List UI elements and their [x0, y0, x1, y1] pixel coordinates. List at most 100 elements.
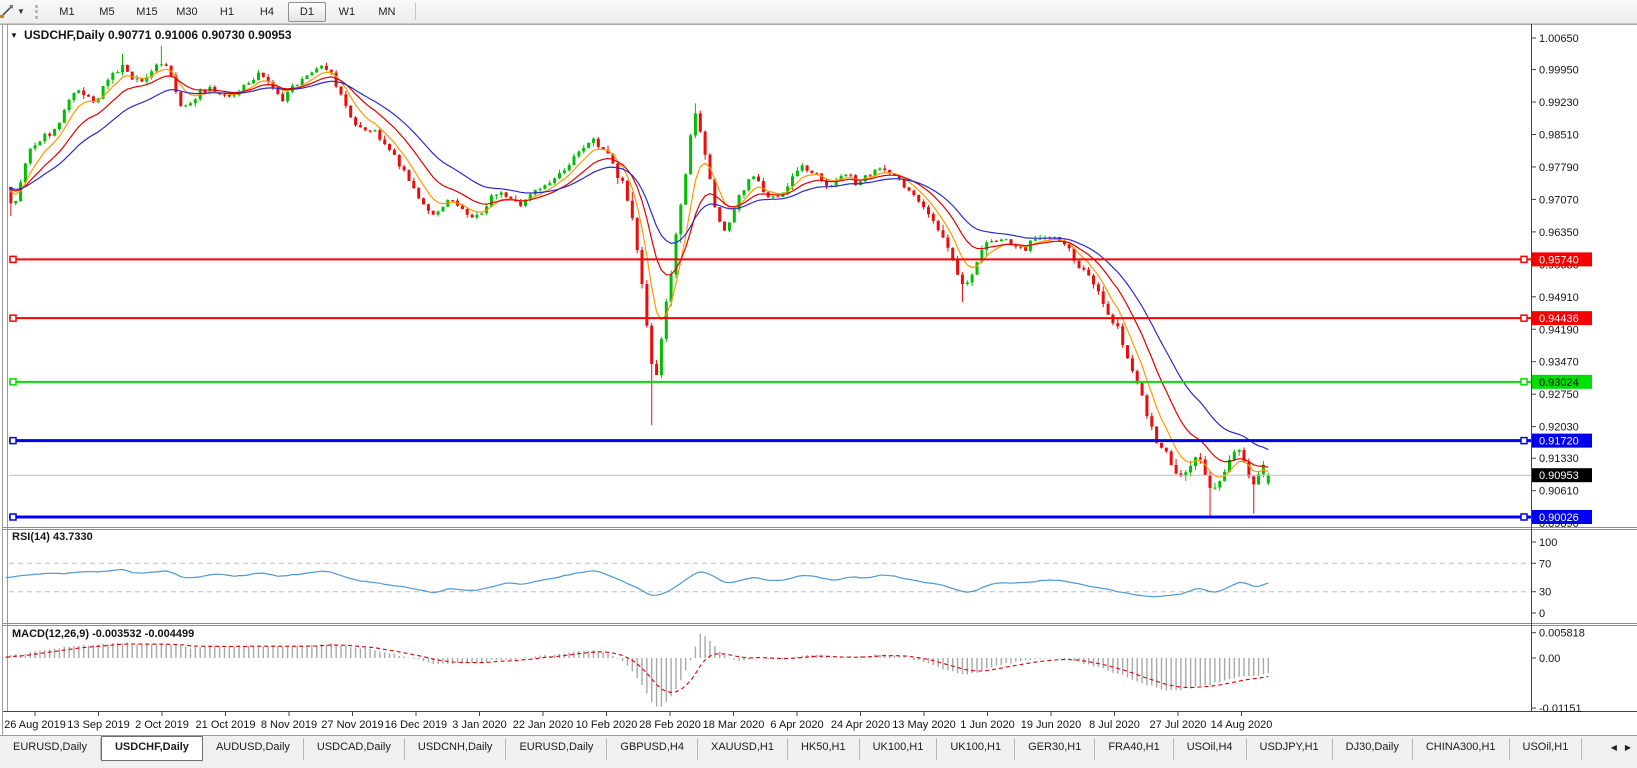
chart-tab-3-usdcad-daily[interactable]: USDCAD,Daily [304, 738, 405, 760]
chart-tab-15-dj30-daily[interactable]: DJ30,Daily [1333, 738, 1413, 760]
svg-text:13 Sep 2019: 13 Sep 2019 [67, 719, 129, 731]
chart-tab-10-uk100-h1[interactable]: UK100,H1 [937, 738, 1016, 760]
price-axis-labels: 0.95740 0.94436 0.93024 0.91720 0.90026 0.909… [1532, 252, 1592, 524]
macd-signal-line [5, 643, 1269, 693]
svg-text:2 Oct 2019: 2 Oct 2019 [135, 719, 189, 731]
svg-text:70: 70 [1539, 558, 1551, 570]
chart-tab-8-hk50-h1[interactable]: HK50,H1 [788, 738, 860, 760]
svg-text:0.91720: 0.91720 [1539, 436, 1579, 448]
moving-averages-layer [9, 68, 1269, 479]
chart-tab-4-usdcnh-daily[interactable]: USDCNH,Daily [405, 738, 507, 760]
svg-text:10 Feb 2020: 10 Feb 2020 [576, 719, 638, 731]
svg-text:0: 0 [1539, 608, 1545, 620]
svg-text:0.91330: 0.91330 [1539, 453, 1579, 465]
chart-tab-2-audusd-daily[interactable]: AUDUSD,Daily [203, 738, 304, 760]
hline-handle [9, 314, 17, 322]
svg-text:3 Jan 2020: 3 Jan 2020 [452, 719, 506, 731]
chart-tab-14-usdjpy-h1[interactable]: USDJPY,H1 [1247, 738, 1333, 760]
svg-text:0.97790: 0.97790 [1539, 162, 1579, 174]
ma-line-slow [9, 80, 1269, 451]
toolbar-grip[interactable] [34, 4, 38, 19]
price-axis[interactable]: 1.00650 0.99950 0.99230 0.98510 0.97790 0.970… [1531, 33, 1579, 530]
svg-text:16 Dec 2019: 16 Dec 2019 [385, 719, 447, 731]
timeframe-button-m5[interactable]: M5 [99, 5, 115, 18]
current-price-badge [1532, 468, 1592, 483]
timeframe-button-m30[interactable]: M30 [176, 5, 198, 18]
time-axis[interactable]: 26 Aug 2019 13 Sep 2019 2 Oct 2019 21 Oct 2… [4, 711, 1273, 732]
chart-tab-5-eurusd-daily[interactable]: EURUSD,Daily [506, 738, 608, 760]
svg-text:21 Oct 2019: 21 Oct 2019 [196, 719, 256, 731]
svg-text:13 May 2020: 13 May 2020 [892, 719, 956, 731]
chart-tab-1-usdchf-daily[interactable]: USDCHF,Daily [100, 736, 203, 761]
svg-text:30: 30 [1539, 587, 1551, 599]
crosshair-tool-icon [0, 5, 13, 18]
svg-text:RSI(14) 43.7330: RSI(14) 43.7330 [12, 531, 93, 543]
chart-tab-6-gbpusd-h4[interactable]: GBPUSD,H4 [607, 738, 698, 760]
svg-text:0.93024: 0.93024 [1539, 377, 1579, 389]
svg-text:0.96350: 0.96350 [1539, 227, 1579, 239]
rsi-panel: 100 70 30 0 RSI(14) 43.7330 [5, 531, 1557, 620]
svg-text:0.97070: 0.97070 [1539, 194, 1579, 206]
dropdown-caret-icon: ▼ [17, 7, 25, 16]
timeframe-button-m15[interactable]: M15 [136, 5, 158, 18]
timeframe-button-m1[interactable]: M1 [59, 5, 75, 18]
svg-text:22 Jan 2020: 22 Jan 2020 [513, 719, 574, 731]
chart-tabs: EURUSD,Daily USDCHF,Daily AUDUSD,Daily USDC… [0, 735, 1637, 768]
svg-text:0.94910: 0.94910 [1539, 292, 1579, 304]
timeframe-button-w1[interactable]: W1 [338, 5, 356, 18]
chart-tab-9-uk100-h1[interactable]: UK100,H1 [860, 738, 938, 760]
svg-text:18 Mar 2020: 18 Mar 2020 [703, 719, 765, 731]
svg-text:27 Jul 2020: 27 Jul 2020 [1150, 719, 1207, 731]
svg-text:0.99230: 0.99230 [1539, 97, 1579, 109]
timeframe-button-mn[interactable]: MN [378, 5, 396, 18]
chart-tab-7-xauusd-h1[interactable]: XAUUSD,H1 [698, 738, 788, 760]
svg-text:MACD(12,26,9) -0.003532 -0.004: MACD(12,26,9) -0.003532 -0.004499 [12, 628, 194, 640]
drawing-tool-button[interactable]: ▼ [0, 2, 28, 22]
svg-text:0.00: 0.00 [1539, 653, 1560, 665]
hline-handle [9, 378, 17, 386]
chart-tab-17-usoil-h1[interactable]: USOil,H1 [1510, 738, 1583, 760]
hline-handle [1520, 255, 1528, 264]
svg-text:100: 100 [1539, 537, 1557, 549]
macd-panel: 0.005818 0.00 -0.01151 MACD(12,26,9) -0.003… [5, 628, 1585, 715]
timeframe-button-d1[interactable]: D1 [287, 1, 326, 22]
svg-text:1.00650: 1.00650 [1539, 33, 1579, 45]
hline-handle [9, 255, 17, 264]
svg-text:0.94436: 0.94436 [1539, 313, 1579, 325]
chart-canvas[interactable]: ▼ USDCHF,Daily 0.90771 0.91006 0.90730 0.… [0, 24, 1637, 735]
svg-text:8 Jul 2020: 8 Jul 2020 [1089, 719, 1140, 731]
candles-layer [9, 45, 1270, 517]
timeframe-button-h1[interactable]: H1 [219, 5, 234, 18]
chart-title: ▼ USDCHF,Daily 0.90771 0.91006 0.90730 0.… [10, 28, 292, 42]
svg-text:28 Feb 2020: 28 Feb 2020 [639, 719, 701, 731]
hline-handle [9, 513, 17, 521]
timeframe-button-h4[interactable]: H4 [259, 5, 274, 18]
tab-scroll-left-icon[interactable]: ◀ [1610, 742, 1617, 752]
timeframe-buttons: M1 M5 M15 M30 H1 H4 D1 W1 MN [47, 0, 407, 23]
price-lines-layer[interactable] [9, 255, 1531, 521]
svg-text:USDCHF,Daily 0.90771 0.91006: USDCHF,Daily 0.90771 0.91006 0.90730 0.9… [24, 28, 292, 42]
chart-tab-11-ger30-h1[interactable]: GER30,H1 [1015, 738, 1096, 760]
svg-text:0.90026: 0.90026 [1539, 512, 1579, 524]
svg-text:-0.01151: -0.01151 [1539, 703, 1582, 715]
svg-text:0.92750: 0.92750 [1539, 389, 1579, 401]
chart-tab-13-usoil-h4[interactable]: USOil,H4 [1174, 738, 1247, 760]
svg-text:0.92030: 0.92030 [1539, 422, 1579, 434]
svg-text:26 Aug 2019: 26 Aug 2019 [4, 719, 66, 731]
svg-text:0.99950: 0.99950 [1539, 65, 1579, 77]
svg-text:8 Nov 2019: 8 Nov 2019 [261, 719, 317, 731]
svg-text:14 Aug 2020: 14 Aug 2020 [1211, 719, 1273, 731]
chart-tab-16-china300-h1[interactable]: CHINA300,H1 [1413, 738, 1510, 760]
chart-tab-0-eurusd-daily[interactable]: EURUSD,Daily [0, 738, 101, 760]
svg-text:6 Apr 2020: 6 Apr 2020 [770, 719, 823, 731]
svg-text:27 Nov 2019: 27 Nov 2019 [321, 719, 383, 731]
hline-handle [1520, 513, 1528, 521]
tab-scroll-right-icon[interactable]: ▶ [1624, 742, 1631, 752]
svg-text:24 Apr 2020: 24 Apr 2020 [831, 719, 890, 731]
hline-handle [1520, 436, 1528, 445]
chart-tab-12-fra40-h1[interactable]: FRA40,H1 [1095, 738, 1174, 760]
svg-text:▼: ▼ [10, 31, 18, 40]
svg-text:0.90953: 0.90953 [1539, 470, 1579, 482]
hline-handle [1520, 378, 1528, 386]
